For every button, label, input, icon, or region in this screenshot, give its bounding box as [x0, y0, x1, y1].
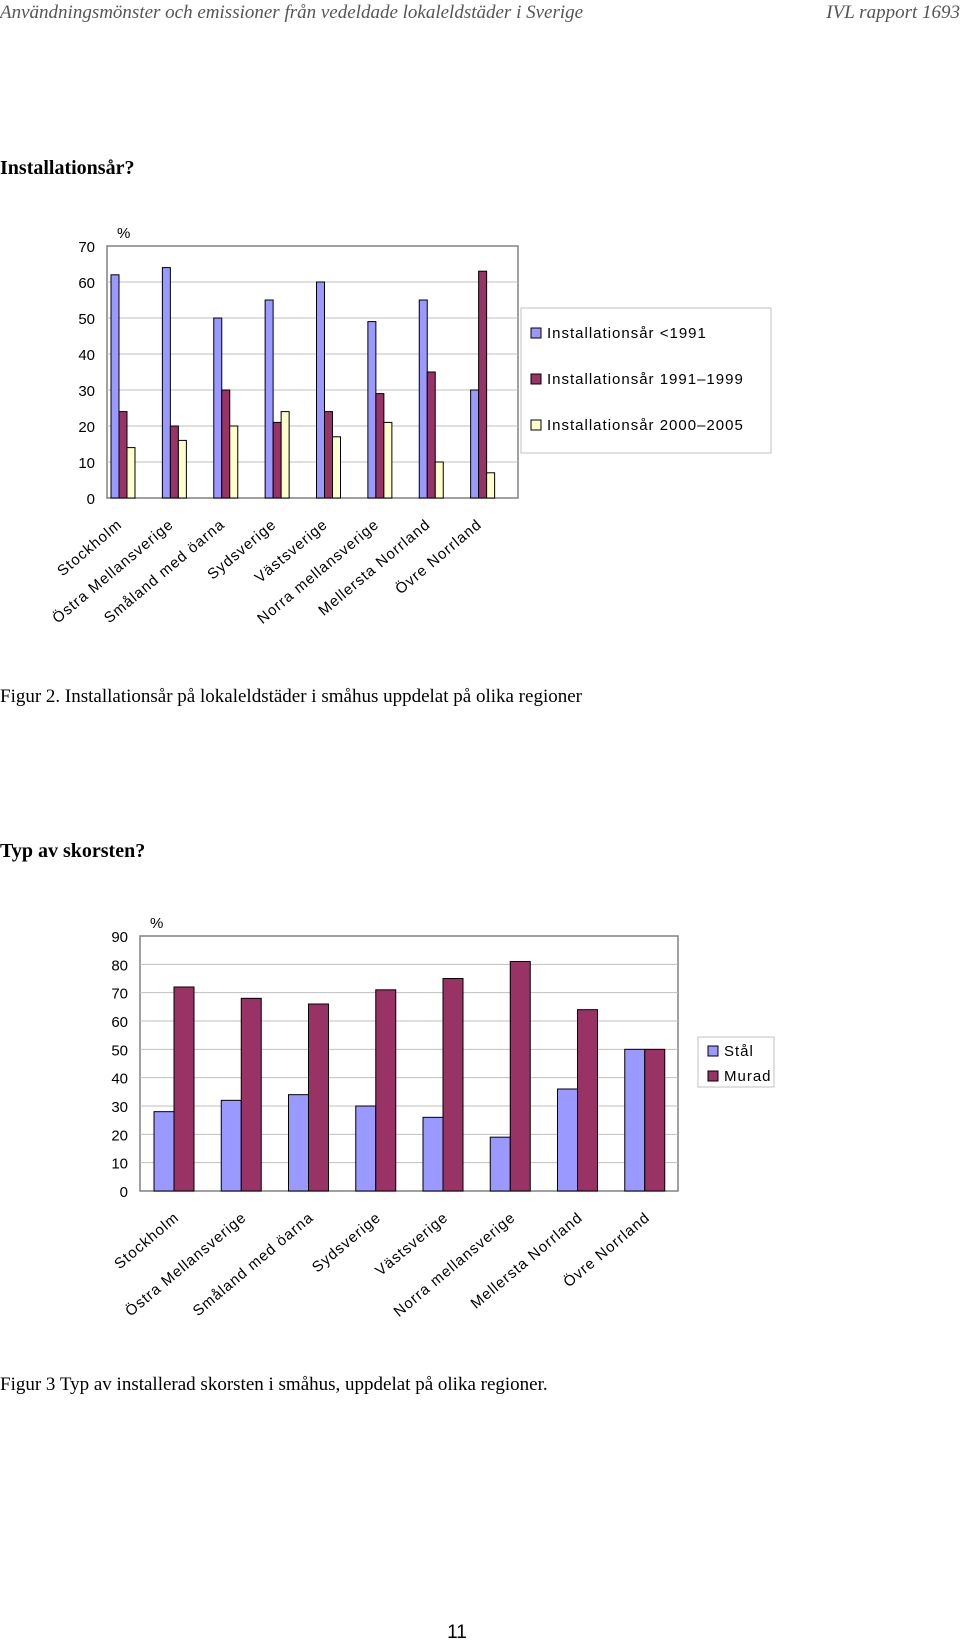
- bar-installationsar-1991-stockholm: [110, 274, 120, 499]
- bar-installationsar-2000-2005-mellersta-norrland: [434, 461, 444, 499]
- bar-installationsar-1991-smaland-med-oarna: [213, 317, 223, 499]
- bar-installationsar-1991-sydsverige: [264, 299, 274, 499]
- y-tick-label: 50: [78, 311, 95, 328]
- y-tick-label: 20: [78, 419, 95, 436]
- y-tick-label: 10: [78, 455, 95, 472]
- y-tick-label: 30: [78, 383, 95, 400]
- y-tick-label: 30: [111, 1099, 128, 1116]
- bar-installationsar-1991-ostra-mellansverige: [161, 267, 171, 499]
- legend-label: Stål: [724, 1043, 754, 1060]
- y-tick-label: 60: [78, 275, 95, 292]
- bar-murad-ovre-norrland: [644, 1048, 666, 1192]
- legend-label: Installationsår 2000–2005: [547, 417, 744, 434]
- bar-installationsar-2000-2005-ostra-mellansverige: [177, 439, 187, 499]
- y-axis-unit-label: %: [150, 915, 163, 932]
- bar-installationsar-1991-norra-mellansverige: [367, 321, 377, 499]
- section-heading-installation-year: Installationsår?: [0, 157, 135, 179]
- bar-installationsar-1991-1999-ostra-mellansverige: [169, 425, 179, 499]
- bar-stal-smaland-med-oarna: [288, 1094, 309, 1192]
- bar-murad-vastsverige: [442, 978, 464, 1192]
- x-category-label: Stockholm: [111, 1209, 182, 1273]
- y-tick-label: 20: [111, 1127, 128, 1144]
- running-header-report-number: IVL rapport 1693: [826, 2, 960, 23]
- legend-swatch: [530, 327, 542, 339]
- bar-murad-norra-mellansverige: [509, 961, 531, 1192]
- y-tick-label: 70: [78, 239, 95, 256]
- y-tick-label: 10: [111, 1156, 128, 1173]
- y-tick-label: 60: [111, 1014, 128, 1031]
- legend-label: Installationsår <1991: [547, 325, 707, 342]
- bar-installationsar-1991-1999-ovre-norrland: [478, 270, 488, 499]
- bar-murad-ostra-mellansverige: [240, 997, 262, 1192]
- x-category-label: Norra mellansverige: [391, 1209, 519, 1321]
- bar-stal-mellersta-norrland: [557, 1088, 578, 1192]
- bar-stal-stockholm: [153, 1111, 175, 1192]
- bar-installationsar-1991-1999-norra-mellansverige: [375, 393, 385, 499]
- legend-box: [697, 1036, 775, 1088]
- bar-murad-smaland-med-oarna: [308, 1003, 329, 1192]
- bar-installationsar-2000-2005-stockholm: [126, 447, 136, 499]
- bar-installationsar-2000-2005-norra-mellansverige: [383, 421, 393, 499]
- bar-installationsar-1991-1999-sydsverige: [272, 421, 282, 499]
- y-tick-label: 50: [111, 1042, 128, 1059]
- bar-installationsar-1991-vastsverige: [316, 281, 325, 499]
- bar-murad-sydsverige: [375, 989, 397, 1192]
- bar-installationsar-2000-2005-vastsverige: [332, 436, 341, 499]
- bar-installationsar-1991-ovre-norrland: [470, 389, 480, 499]
- legend-swatch: [530, 373, 542, 385]
- y-tick-label: 70: [111, 986, 128, 1003]
- running-header-title: Användningsmönster och emissioner från v…: [0, 2, 584, 23]
- x-category-label: Övre Norrland: [392, 515, 486, 598]
- bar-stal-ovre-norrland: [624, 1048, 646, 1192]
- bar-stal-vastsverige: [422, 1116, 444, 1192]
- y-axis-unit-label: %: [117, 225, 130, 242]
- bar-murad-mellersta-norrland: [577, 1009, 598, 1192]
- bar-installationsar-1991-1999-vastsverige: [324, 411, 333, 499]
- x-category-label: Mellersta Norrland: [467, 1209, 586, 1312]
- bar-installationsar-1991-1999-smaland-med-oarna: [221, 389, 231, 499]
- bar-murad-stockholm: [173, 986, 195, 1192]
- x-category-label: Småland med öarna: [190, 1209, 317, 1320]
- legend-swatch: [707, 1045, 719, 1057]
- x-category-label: Östra Mellansverige: [122, 1208, 250, 1320]
- bar-stal-sydsverige: [355, 1105, 377, 1192]
- figure-2-caption: Figur 2. Installationsår på lokaleldstäd…: [0, 686, 582, 707]
- bar-installationsar-2000-2005-ovre-norrland: [486, 472, 496, 499]
- legend-box: [520, 307, 772, 454]
- bar-installationsar-1991-mellersta-norrland: [418, 299, 428, 499]
- page-number: 11: [447, 1622, 467, 1643]
- section-heading-chimney-type: Typ av skorsten?: [0, 840, 146, 862]
- bar-stal-ostra-mellansverige: [220, 1099, 242, 1192]
- legend-label: Murad: [724, 1068, 772, 1085]
- y-tick-label: 0: [87, 491, 95, 508]
- bar-installationsar-1991-1999-mellersta-norrland: [426, 371, 436, 499]
- legend-swatch: [530, 419, 542, 431]
- bar-stal-norra-mellansverige: [489, 1136, 511, 1192]
- bar-installationsar-2000-2005-sydsverige: [280, 411, 290, 499]
- bar-installationsar-2000-2005-smaland-med-oarna: [229, 425, 239, 499]
- y-tick-label: 0: [120, 1184, 128, 1201]
- legend-label: Installationsår 1991–1999: [547, 371, 744, 388]
- legend-swatch: [707, 1070, 719, 1082]
- bar-installationsar-1991-1999-stockholm: [118, 411, 128, 499]
- y-tick-label: 80: [111, 957, 128, 974]
- y-tick-label: 90: [111, 929, 128, 946]
- y-tick-label: 40: [78, 347, 95, 364]
- y-tick-label: 40: [111, 1071, 128, 1088]
- figure-3-caption: Figur 3 Typ av installerad skorsten i sm…: [0, 1374, 548, 1395]
